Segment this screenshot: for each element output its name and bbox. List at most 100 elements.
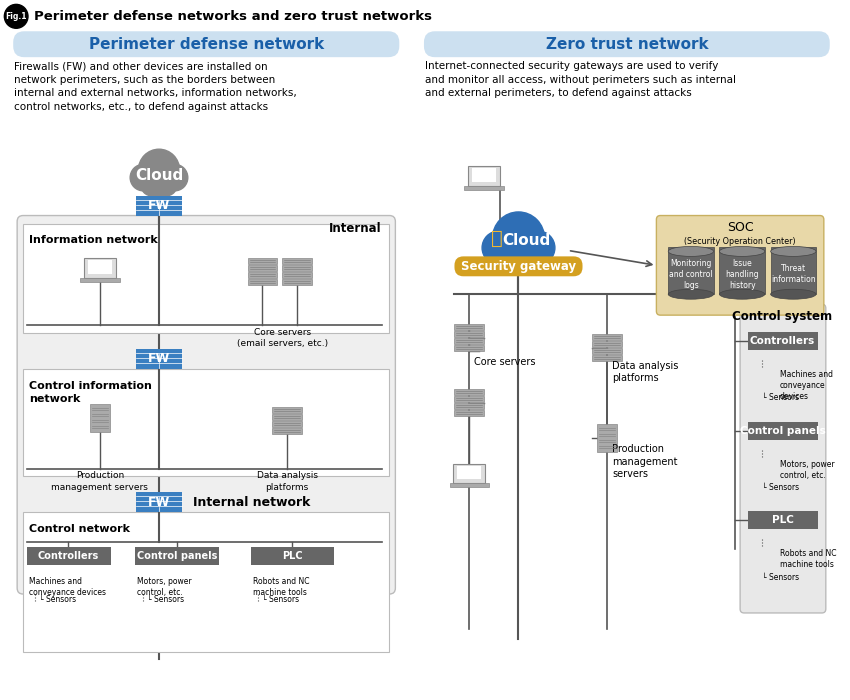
Text: Production
management servers: Production management servers	[52, 471, 148, 491]
Circle shape	[156, 174, 177, 196]
FancyBboxPatch shape	[424, 32, 830, 57]
Circle shape	[482, 231, 515, 265]
Bar	[455, 395, 484, 402]
Circle shape	[492, 212, 545, 265]
Circle shape	[162, 164, 188, 191]
Text: SOC: SOC	[727, 221, 753, 234]
FancyBboxPatch shape	[14, 32, 400, 57]
Bar	[748, 421, 818, 440]
Text: Control system: Control system	[733, 309, 832, 323]
Bar	[251, 547, 334, 565]
Text: (Security Operation Center): (Security Operation Center)	[684, 237, 796, 246]
Bar	[455, 402, 484, 409]
Bar	[464, 186, 504, 190]
Text: Motors, power
control, etc.: Motors, power control, etc.	[138, 577, 192, 597]
Ellipse shape	[719, 289, 765, 299]
Bar	[592, 341, 622, 347]
FancyBboxPatch shape	[740, 304, 826, 613]
Text: 🔒: 🔒	[491, 229, 502, 248]
Text: Perimeter defense networks and zero trust networks: Perimeter defense networks and zero trus…	[34, 10, 432, 23]
Bar	[473, 168, 496, 182]
Bar	[272, 428, 302, 434]
Bar	[135, 547, 219, 565]
Bar	[88, 260, 111, 274]
Text: Control panels: Control panels	[740, 426, 825, 435]
Circle shape	[4, 4, 28, 28]
Text: Motors, power
control, etc.: Motors, power control, etc.	[779, 460, 834, 480]
Circle shape	[505, 246, 532, 273]
Bar	[272, 421, 302, 427]
Bar	[80, 279, 120, 282]
Text: Firewalls (FW) and other devices are installed on
network perimeters, such as th: Firewalls (FW) and other devices are ins…	[14, 61, 297, 112]
Bar	[282, 272, 312, 279]
Circle shape	[139, 149, 179, 191]
Text: Perimeter defense network: Perimeter defense network	[88, 36, 324, 52]
Text: Fig.1: Fig.1	[5, 12, 27, 21]
Text: PLC: PLC	[281, 551, 303, 561]
Circle shape	[149, 176, 169, 197]
Text: Control network: Control network	[29, 524, 130, 534]
Bar	[247, 265, 277, 272]
Text: FW: FW	[148, 199, 170, 212]
Bar	[84, 258, 116, 279]
Bar	[136, 492, 182, 512]
Ellipse shape	[771, 246, 816, 256]
Bar	[748, 332, 818, 350]
Text: Cloud: Cloud	[135, 168, 183, 183]
Bar	[455, 338, 484, 344]
Text: Issue
handling
history: Issue handling history	[725, 259, 759, 290]
Bar	[247, 258, 277, 265]
Bar	[468, 166, 500, 186]
Text: Monitoring
and control
logs: Monitoring and control logs	[669, 259, 712, 290]
Text: PLC: PLC	[772, 515, 793, 525]
Text: Control information
network: Control information network	[29, 381, 152, 404]
Bar	[282, 279, 312, 286]
Circle shape	[130, 164, 156, 191]
Bar	[455, 324, 484, 330]
Circle shape	[522, 231, 555, 265]
Bar	[272, 407, 302, 413]
Ellipse shape	[668, 246, 713, 256]
Text: Production
management
servers: Production management servers	[612, 444, 677, 479]
Text: Core servers: Core servers	[474, 357, 536, 367]
Text: Control panels: Control panels	[137, 551, 217, 561]
Text: Robots and NC
machine tools: Robots and NC machine tools	[252, 577, 309, 597]
Text: └ Sensors: └ Sensors	[762, 573, 799, 582]
Bar	[450, 484, 489, 487]
Text: Data analysis
platforms: Data analysis platforms	[257, 471, 318, 491]
Text: Threat
information: Threat information	[771, 265, 816, 284]
Text: Internal: Internal	[329, 222, 382, 235]
Circle shape	[515, 244, 541, 271]
Text: └ Sensors: └ Sensors	[762, 483, 799, 492]
Circle shape	[141, 174, 162, 196]
Bar	[455, 345, 484, 351]
Text: └ Sensors: └ Sensors	[762, 393, 799, 402]
Bar	[457, 466, 481, 480]
Bar	[748, 512, 818, 529]
Text: Controllers: Controllers	[750, 336, 815, 346]
Text: Zero trust network: Zero trust network	[546, 36, 708, 52]
Bar	[282, 265, 312, 272]
Bar	[592, 355, 622, 361]
Bar	[771, 247, 816, 294]
Bar	[454, 463, 485, 484]
Text: Internet-connected security gateways are used to verify
and monitor all access, : Internet-connected security gateways are…	[425, 61, 736, 99]
Text: Security gateway: Security gateway	[461, 260, 576, 273]
Bar	[455, 389, 484, 395]
Bar	[136, 349, 182, 369]
Bar	[282, 258, 312, 265]
Text: Controllers: Controllers	[37, 551, 99, 561]
Bar	[23, 223, 389, 333]
Text: Robots and NC
machine tools: Robots and NC machine tools	[779, 550, 836, 569]
Ellipse shape	[719, 246, 765, 256]
Bar	[455, 331, 484, 337]
Bar	[668, 247, 713, 294]
Bar	[90, 404, 110, 432]
Text: Information network: Information network	[29, 235, 158, 246]
Circle shape	[496, 244, 522, 271]
Text: └ Sensors: └ Sensors	[147, 594, 184, 603]
Text: FW: FW	[148, 496, 170, 509]
FancyBboxPatch shape	[656, 216, 824, 315]
Text: Internal network: Internal network	[194, 496, 311, 509]
Text: Data analysis
platforms: Data analysis platforms	[612, 360, 678, 383]
